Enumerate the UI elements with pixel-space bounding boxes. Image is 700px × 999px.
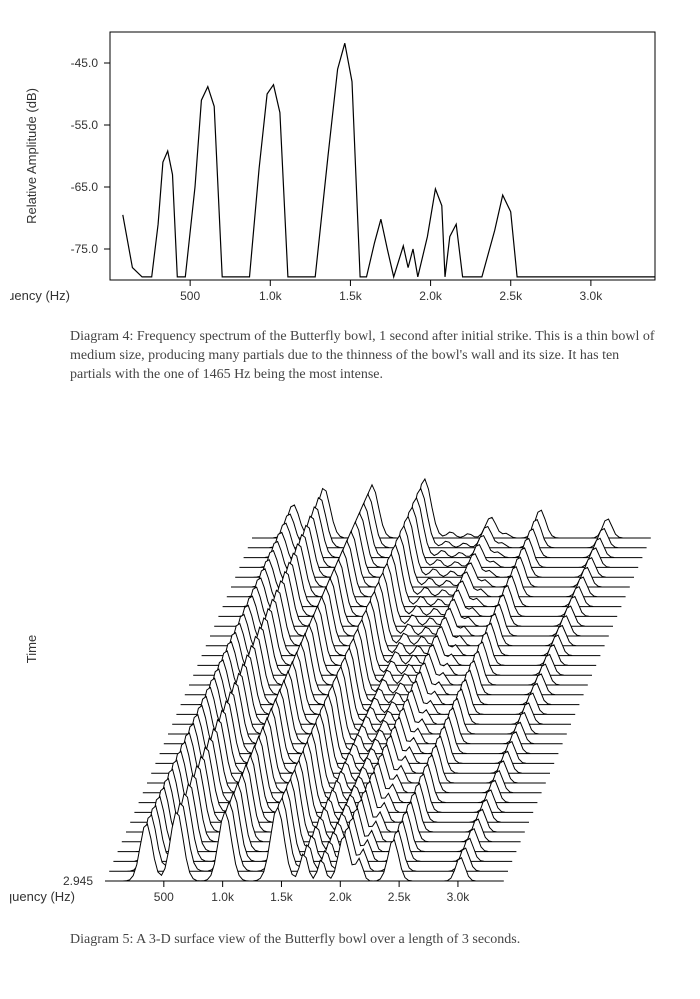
- svg-text:2.0k: 2.0k: [419, 289, 443, 303]
- waterfall-figure: 500 1.0k 1.5k 2.0k 2.5k 3.0k 2.945 Time Frequenc…: [10, 403, 690, 950]
- diagram4-caption: Diagram 4: Frequency spectrum of the But…: [70, 328, 662, 385]
- svg-text:-55.0: -55.0: [71, 118, 99, 132]
- diagram5-caption: Diagram 5: A 3-D surface view of the But…: [70, 931, 662, 950]
- svg-text:3.0k: 3.0k: [447, 890, 471, 904]
- svg-text:-75.0: -75.0: [71, 242, 99, 256]
- svg-text:2.945: 2.945: [63, 874, 93, 888]
- svg-text:Frequency (Hz): Frequency (Hz): [10, 889, 75, 904]
- svg-text:Time: Time: [24, 634, 39, 662]
- svg-text:Relative Amplitude (dB): Relative Amplitude (dB): [24, 88, 39, 224]
- svg-text:500: 500: [154, 890, 174, 904]
- svg-text:2.5k: 2.5k: [499, 289, 523, 303]
- svg-text:2.0k: 2.0k: [329, 890, 353, 904]
- svg-text:Frequency (Hz): Frequency (Hz): [10, 288, 70, 303]
- spectrum-plot: -75.0 -65.0 -55.0 -45.0 500 1.0k 1.5k 2.0k 2.5k 3…: [10, 20, 670, 320]
- svg-text:-65.0: -65.0: [71, 180, 99, 194]
- svg-text:1.5k: 1.5k: [339, 289, 363, 303]
- svg-text:1.0k: 1.0k: [211, 890, 235, 904]
- svg-text:2.5k: 2.5k: [388, 890, 412, 904]
- svg-text:-45.0: -45.0: [71, 56, 99, 70]
- svg-text:1.5k: 1.5k: [270, 890, 294, 904]
- svg-text:1.0k: 1.0k: [259, 289, 283, 303]
- waterfall-plot: 500 1.0k 1.5k 2.0k 2.5k 3.0k 2.945 Time Frequenc…: [10, 403, 670, 923]
- spectrum-figure: -75.0 -65.0 -55.0 -45.0 500 1.0k 1.5k 2.0k 2.5k 3…: [10, 20, 690, 385]
- svg-text:3.0k: 3.0k: [580, 289, 604, 303]
- svg-text:500: 500: [180, 289, 200, 303]
